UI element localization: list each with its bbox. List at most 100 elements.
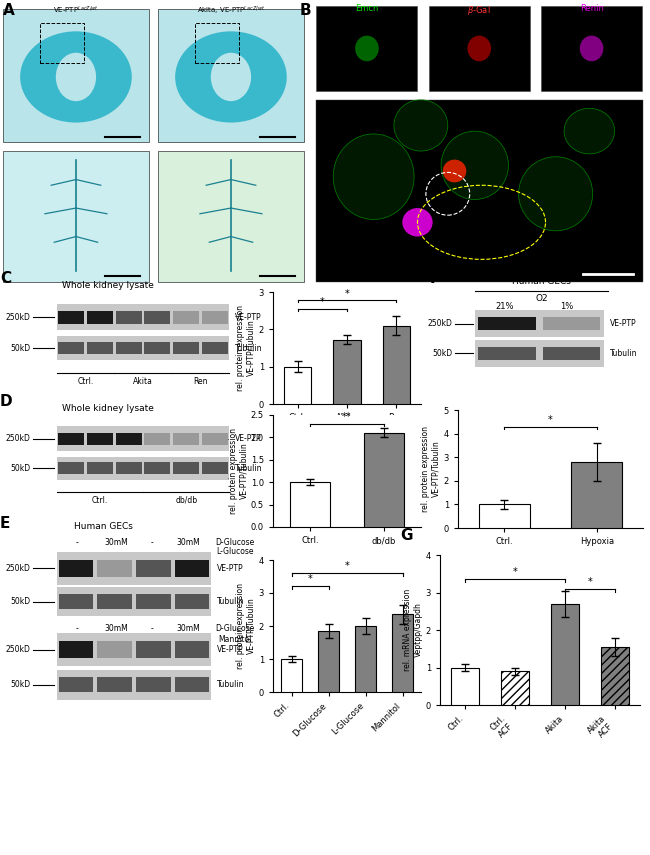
Bar [40, 23, 84, 62]
Bar [116, 342, 142, 354]
Bar [202, 342, 228, 354]
Ellipse shape [56, 53, 96, 101]
Text: Tubulin: Tubulin [235, 463, 262, 473]
Bar [281, 659, 302, 692]
Bar [475, 310, 604, 337]
Text: Tubulin: Tubulin [216, 681, 244, 689]
Bar [383, 326, 410, 404]
Text: Akita, VE-PTP$^{LacZ/wt}$: Akita, VE-PTP$^{LacZ/wt}$ [197, 4, 265, 16]
Text: C: C [0, 271, 11, 286]
Bar [478, 316, 536, 330]
Text: Ren: Ren [194, 377, 208, 386]
Bar [58, 641, 94, 658]
Text: D-Glucose: D-Glucose [215, 624, 254, 633]
Bar [501, 671, 528, 705]
Text: -: - [151, 538, 153, 547]
Ellipse shape [333, 134, 414, 220]
Y-axis label: rel. protein expression
VE-PTP/Tubulin: rel. protein expression VE-PTP/Tubulin [237, 305, 256, 391]
Text: Ctrl.: Ctrl. [77, 377, 94, 386]
Bar [87, 342, 113, 354]
Text: 50kD: 50kD [10, 463, 31, 473]
Bar [57, 457, 229, 480]
Ellipse shape [211, 53, 251, 101]
Text: G: G [400, 528, 413, 543]
Text: 50kD: 50kD [10, 344, 31, 352]
Bar [318, 631, 339, 692]
Text: *: * [588, 576, 592, 587]
Text: *: * [548, 415, 553, 425]
Bar [543, 347, 601, 360]
Text: VE-PTP: VE-PTP [235, 434, 261, 443]
Text: B: B [300, 3, 311, 18]
Text: D-Glucose: D-Glucose [215, 538, 254, 547]
Text: Tubulin: Tubulin [216, 597, 244, 606]
Bar [136, 594, 171, 609]
Bar [57, 427, 229, 451]
Bar [429, 6, 530, 91]
Bar [98, 594, 132, 609]
Ellipse shape [443, 160, 466, 182]
Text: 30mM: 30mM [176, 624, 200, 633]
Bar [479, 504, 530, 528]
Bar [571, 462, 622, 528]
Bar [317, 6, 417, 91]
Ellipse shape [564, 109, 615, 154]
Ellipse shape [467, 36, 491, 62]
Bar [174, 310, 199, 323]
Bar [98, 560, 132, 576]
Ellipse shape [175, 32, 287, 122]
Bar [87, 463, 113, 474]
Text: VE-PTP: VE-PTP [235, 312, 261, 321]
Ellipse shape [20, 32, 132, 122]
Bar [3, 151, 149, 282]
Text: -: - [76, 538, 79, 547]
Bar [174, 463, 199, 474]
Bar [58, 677, 94, 693]
Text: D: D [0, 394, 12, 410]
Bar [58, 463, 84, 474]
Ellipse shape [355, 36, 379, 62]
Text: Whole kidney lysate: Whole kidney lysate [62, 281, 154, 290]
Text: *: * [307, 575, 313, 585]
Bar [475, 340, 604, 367]
Bar [601, 647, 629, 705]
Bar [98, 677, 132, 693]
Bar [58, 310, 84, 323]
Bar [98, 641, 132, 658]
Bar [175, 641, 209, 658]
Bar [175, 594, 209, 609]
Y-axis label: rel. protein expression
VE-PTP/Tubulin: rel. protein expression VE-PTP/Tubulin [421, 426, 441, 512]
Bar [158, 9, 304, 143]
Text: -: - [76, 624, 79, 633]
Text: 250kD: 250kD [6, 646, 31, 654]
Text: 30mM: 30mM [104, 538, 128, 547]
Bar [116, 310, 142, 323]
Bar [58, 342, 84, 354]
Text: 50kD: 50kD [10, 681, 31, 689]
Bar [57, 336, 229, 360]
Text: F: F [430, 271, 440, 286]
Text: **: ** [343, 412, 352, 422]
Text: 30mM: 30mM [176, 538, 200, 547]
Bar [57, 587, 211, 616]
Text: O2: O2 [535, 294, 548, 303]
Text: E: E [0, 516, 10, 531]
Text: 1%: 1% [560, 302, 573, 311]
Bar [202, 310, 228, 323]
Bar [202, 463, 228, 474]
Bar [136, 560, 171, 576]
Text: 250kD: 250kD [428, 319, 452, 328]
Text: *: * [320, 298, 325, 307]
Bar [541, 6, 642, 91]
Bar [57, 551, 211, 585]
Bar [290, 482, 330, 527]
Bar [116, 463, 142, 474]
Bar [393, 615, 413, 692]
Bar [136, 677, 171, 693]
Bar [333, 339, 361, 404]
Bar [58, 594, 94, 609]
Text: 50kD: 50kD [432, 349, 452, 358]
Bar [116, 433, 142, 445]
Text: -: - [151, 624, 153, 633]
Bar [175, 677, 209, 693]
